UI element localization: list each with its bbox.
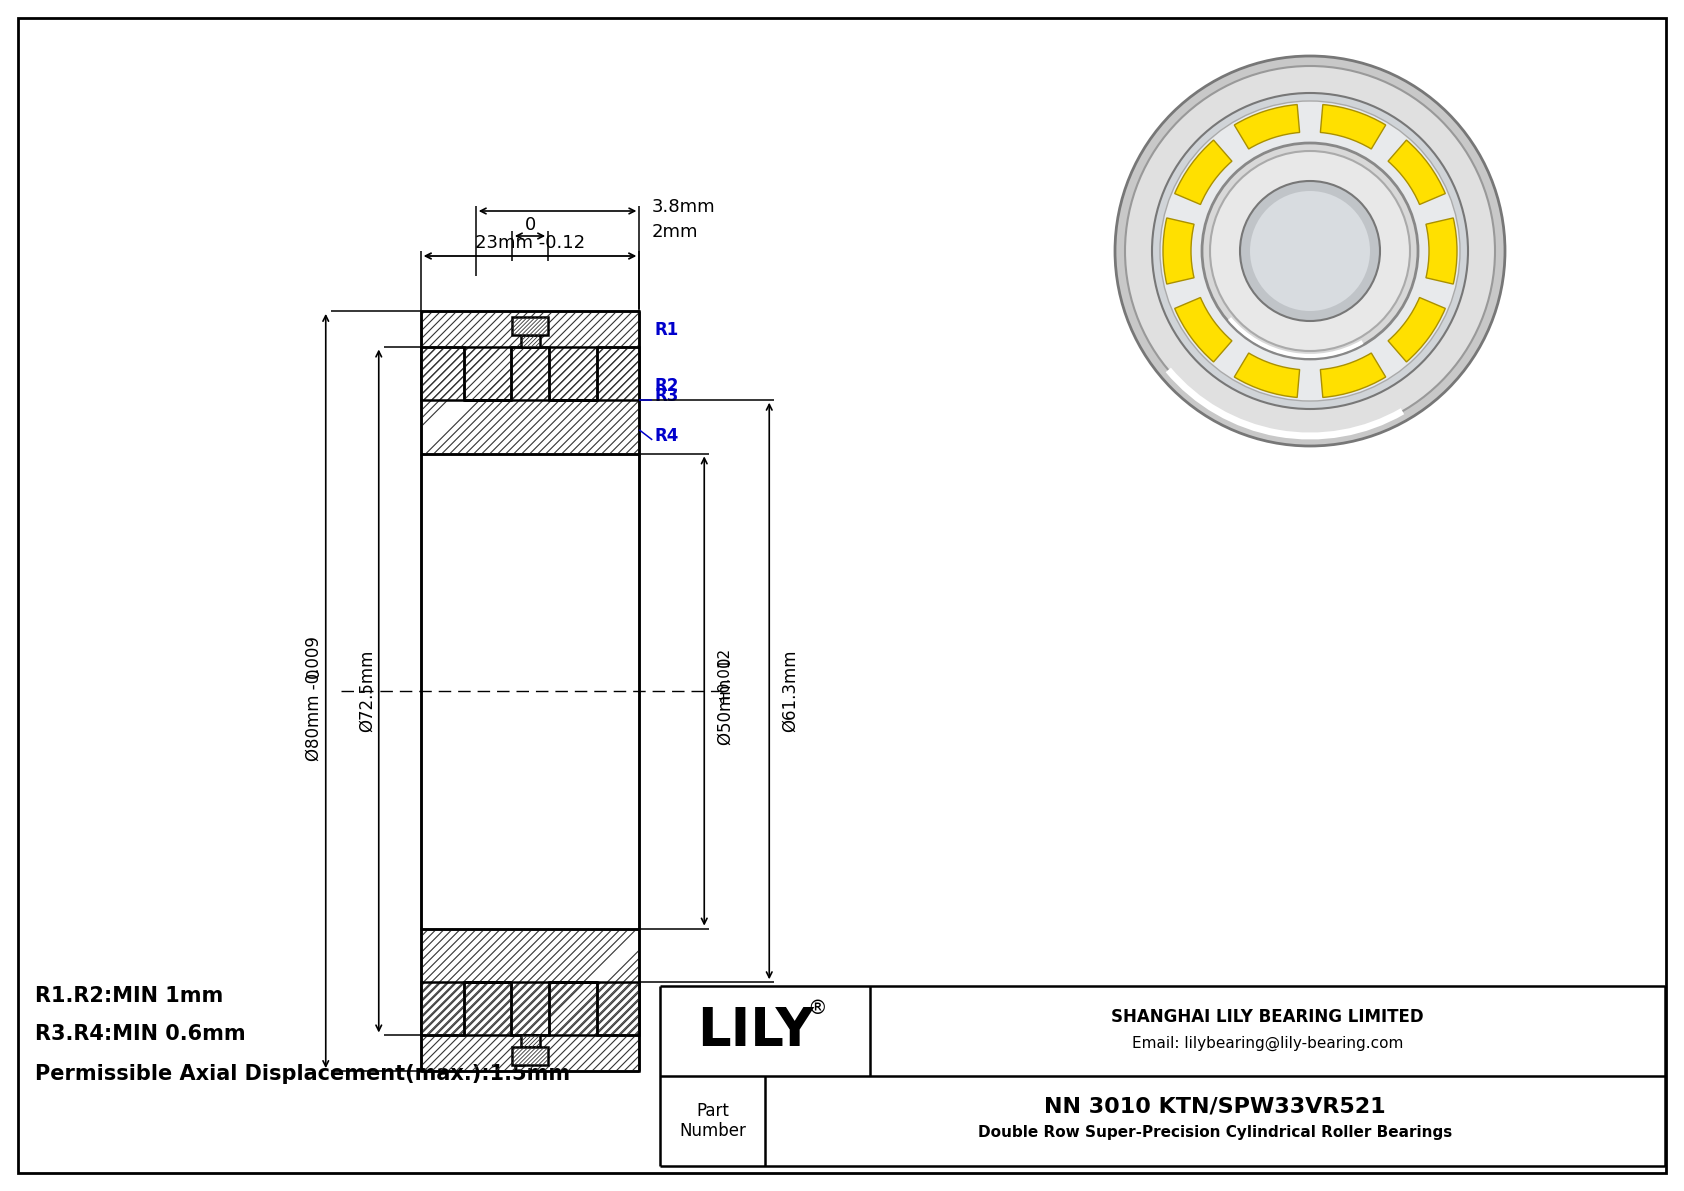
Wedge shape [1175,298,1233,362]
Text: R1: R1 [655,320,679,338]
Wedge shape [1234,353,1300,398]
Wedge shape [1234,105,1300,149]
Text: Ø80mm -0.009: Ø80mm -0.009 [305,636,323,761]
Text: +0.012: +0.012 [716,647,731,703]
Wedge shape [1388,298,1445,362]
Polygon shape [520,335,539,347]
Polygon shape [421,929,640,1035]
Polygon shape [512,1047,547,1066]
Text: Double Row Super-Precision Cylindrical Roller Bearings: Double Row Super-Precision Cylindrical R… [978,1125,1452,1141]
Polygon shape [421,347,640,454]
Text: R3.R4:MIN 0.6mm: R3.R4:MIN 0.6mm [35,1024,246,1045]
Text: R1.R2:MIN 1mm: R1.R2:MIN 1mm [35,986,224,1006]
Polygon shape [512,317,547,335]
Text: NN 3010 KTN/SPW33VR521: NN 3010 KTN/SPW33VR521 [1044,1097,1386,1117]
Text: Permissible Axial Displacement(max.):1.5mm: Permissible Axial Displacement(max.):1.5… [35,1064,571,1084]
Wedge shape [1164,218,1194,285]
Ellipse shape [1115,56,1505,445]
Text: SHANGHAI LILY BEARING LIMITED: SHANGHAI LILY BEARING LIMITED [1111,1008,1423,1025]
Text: 23mm -0.12: 23mm -0.12 [475,233,584,252]
Ellipse shape [1211,151,1410,351]
Wedge shape [1320,105,1386,149]
Text: Ø72.5mm: Ø72.5mm [357,650,376,732]
Ellipse shape [1152,93,1468,409]
Wedge shape [1175,141,1233,205]
Wedge shape [1426,218,1457,285]
Polygon shape [520,1035,539,1047]
Ellipse shape [1239,181,1379,322]
Wedge shape [1388,141,1445,205]
Polygon shape [421,311,640,400]
Text: R3: R3 [655,387,679,405]
Ellipse shape [1160,101,1460,401]
Text: R4: R4 [655,426,679,444]
Ellipse shape [1250,191,1371,311]
Ellipse shape [1202,143,1418,358]
Text: LILY: LILY [697,1005,813,1056]
Text: Ø50mm  0: Ø50mm 0 [716,657,734,744]
Text: 0: 0 [524,216,536,233]
Text: Part: Part [695,1102,729,1120]
Text: 2mm: 2mm [652,223,697,241]
Text: 3.8mm: 3.8mm [652,198,716,216]
Text: ®: ® [807,999,827,1018]
Text: Email: lilybearing@lily-bearing.com: Email: lilybearing@lily-bearing.com [1132,1035,1403,1050]
Text: 0: 0 [305,668,323,678]
Wedge shape [1320,353,1386,398]
Polygon shape [421,983,640,1071]
Text: Ø61.3mm: Ø61.3mm [781,650,800,732]
Text: Number: Number [679,1122,746,1140]
Text: R2: R2 [655,376,679,395]
Ellipse shape [1125,66,1495,436]
